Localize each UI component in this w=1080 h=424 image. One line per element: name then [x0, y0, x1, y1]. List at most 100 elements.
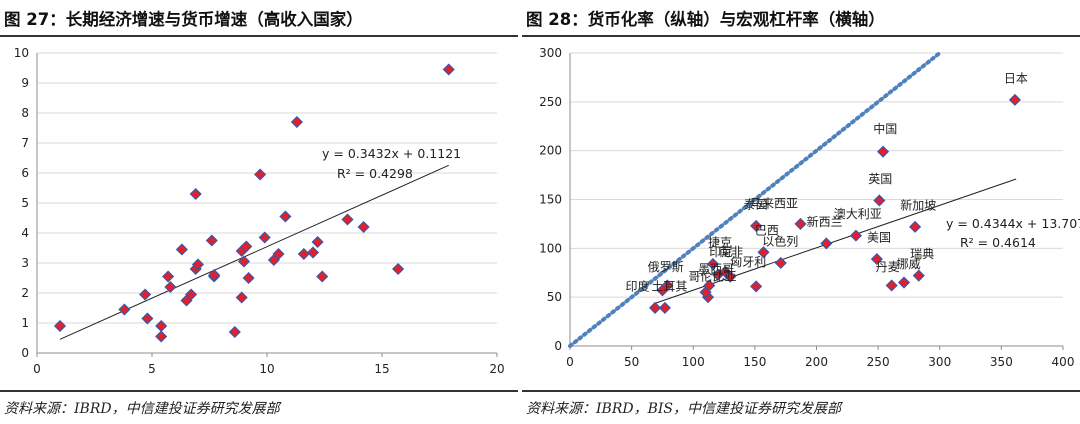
y-tick-label: 150 — [539, 193, 562, 207]
x-tick-label: 200 — [805, 355, 828, 369]
point-label: 英国 — [868, 172, 892, 186]
r-squared-label: R² = 0.4298 — [337, 166, 413, 181]
data-point — [189, 187, 202, 201]
chart-panel-left: 图 27：长期经济增速与货币增速（高收入国家） 0 1 2 3 4 5 6 7 8 9 10 0 5 10… — [0, 0, 518, 424]
data-point — [139, 288, 152, 301]
x-tick-label: 5 — [148, 362, 156, 376]
point-label: 土耳其 — [651, 279, 687, 293]
point-label: 印度 — [625, 278, 649, 293]
data-point — [162, 270, 175, 283]
x-tick-label: 10 — [259, 362, 274, 376]
data-point — [774, 256, 787, 270]
trendline-equation: y = 0.3432x + 0.1121 — [322, 146, 461, 161]
r-squared-label: R² = 0.4614 — [960, 235, 1036, 250]
chart-panel-right: 图 28：货币化率（纵轴）与宏观杠杆率（横轴） 0 50 100 150 200 250 3… — [522, 0, 1080, 424]
y-tick-label: 5 — [21, 196, 29, 210]
data-point — [155, 330, 168, 343]
title-rule — [522, 35, 1080, 37]
data-point — [228, 325, 241, 339]
source-note: 资料来源：IBRD，中信建投证券研究发展部 — [4, 401, 280, 417]
title-rule — [0, 35, 518, 37]
data-point — [870, 253, 883, 266]
y-tick-label: 9 — [21, 76, 29, 90]
data-point — [849, 229, 862, 242]
data-point — [254, 168, 267, 181]
data-point — [118, 303, 131, 316]
point-label: 丹麦 — [876, 260, 900, 274]
data-point — [235, 291, 248, 304]
data-point — [750, 280, 763, 293]
data-point — [750, 219, 763, 232]
data-point — [912, 269, 925, 282]
point-label: 瑞典 — [910, 247, 934, 261]
data-point — [658, 301, 671, 314]
data-point — [885, 279, 898, 292]
y-tick-label: 100 — [539, 241, 562, 255]
data-point — [311, 235, 324, 249]
data-point — [820, 237, 833, 250]
y-tick-label: 50 — [547, 290, 562, 304]
data-point — [175, 243, 188, 256]
point-label: 印尼 — [709, 245, 733, 259]
data-point — [877, 145, 890, 158]
y-tick-label: 2 — [21, 286, 29, 300]
point-label: 以色列 — [762, 234, 798, 248]
data-point — [141, 312, 154, 325]
data-point — [1008, 93, 1021, 106]
data-point — [208, 268, 221, 282]
point-label: 马来西亚 — [750, 196, 798, 210]
point-label: 南非 — [719, 244, 743, 259]
x-tick-label: 300 — [928, 355, 951, 369]
data-point — [185, 288, 198, 301]
x-tick-label: 100 — [682, 355, 705, 369]
y-tick-label: 0 — [21, 346, 29, 360]
y-tick-label: 10 — [14, 46, 29, 60]
data-point — [699, 286, 712, 299]
data-point — [237, 255, 251, 268]
point-label: 澳大利亚 — [834, 207, 882, 221]
data-point — [240, 240, 253, 253]
data-point — [442, 63, 455, 76]
x-tick-label: 350 — [990, 355, 1013, 369]
point-label: 俄罗斯 — [648, 260, 684, 274]
data-point — [297, 247, 310, 261]
scatter-chart-growth: 0 1 2 3 4 5 6 7 8 9 10 0 5 10 15 20 y = 0.3432x + 0.1121… — [14, 46, 505, 376]
data-point — [341, 213, 354, 226]
data-point — [357, 220, 370, 234]
x-tick-label: 400 — [1052, 355, 1075, 369]
x-tick-label: 0 — [566, 355, 574, 369]
scatter-chart-leverage: 0 50 100 150 200 250 300 0 50 100 150 200 250 300 350 4… — [539, 46, 1080, 369]
data-point — [191, 258, 205, 271]
data-point — [794, 217, 807, 230]
y-tick-label: 0 — [554, 339, 562, 353]
y-tick-label: 6 — [21, 166, 29, 180]
point-label: 新加坡 — [900, 197, 936, 212]
data-point — [155, 319, 168, 333]
y-tick-label: 8 — [21, 106, 29, 120]
y-tick-label: 250 — [539, 95, 562, 109]
x-tick-label: 15 — [374, 362, 389, 376]
point-label: 泰国 — [744, 197, 768, 211]
source-rule — [0, 390, 518, 392]
point-label: 日本 — [1004, 71, 1028, 85]
data-point — [711, 268, 724, 281]
data-point — [53, 319, 67, 333]
point-label: 墨西哥 — [698, 262, 734, 276]
point-label: 美国 — [867, 230, 891, 244]
data-point — [897, 276, 911, 289]
y-tick-label: 3 — [21, 256, 29, 270]
y-tick-label: 4 — [21, 226, 29, 240]
y-tick-label: 300 — [539, 46, 562, 60]
y-tick-label: 7 — [21, 136, 29, 150]
x-tick-label: 20 — [489, 362, 504, 376]
x-tick-label: 0 — [33, 362, 41, 376]
data-point — [757, 246, 770, 259]
chart-title: 图 27：长期经济增速与货币增速（高收入国家） — [4, 10, 363, 29]
diagonal-reference-line — [568, 51, 942, 348]
data-point — [290, 115, 303, 129]
data-point — [164, 280, 177, 294]
point-label: 挪威 — [897, 257, 921, 271]
chart-title: 图 28：货币化率（纵轴）与宏观杠杆率（横轴） — [526, 10, 885, 29]
point-label: 中国 — [873, 121, 897, 136]
data-point — [306, 246, 320, 259]
